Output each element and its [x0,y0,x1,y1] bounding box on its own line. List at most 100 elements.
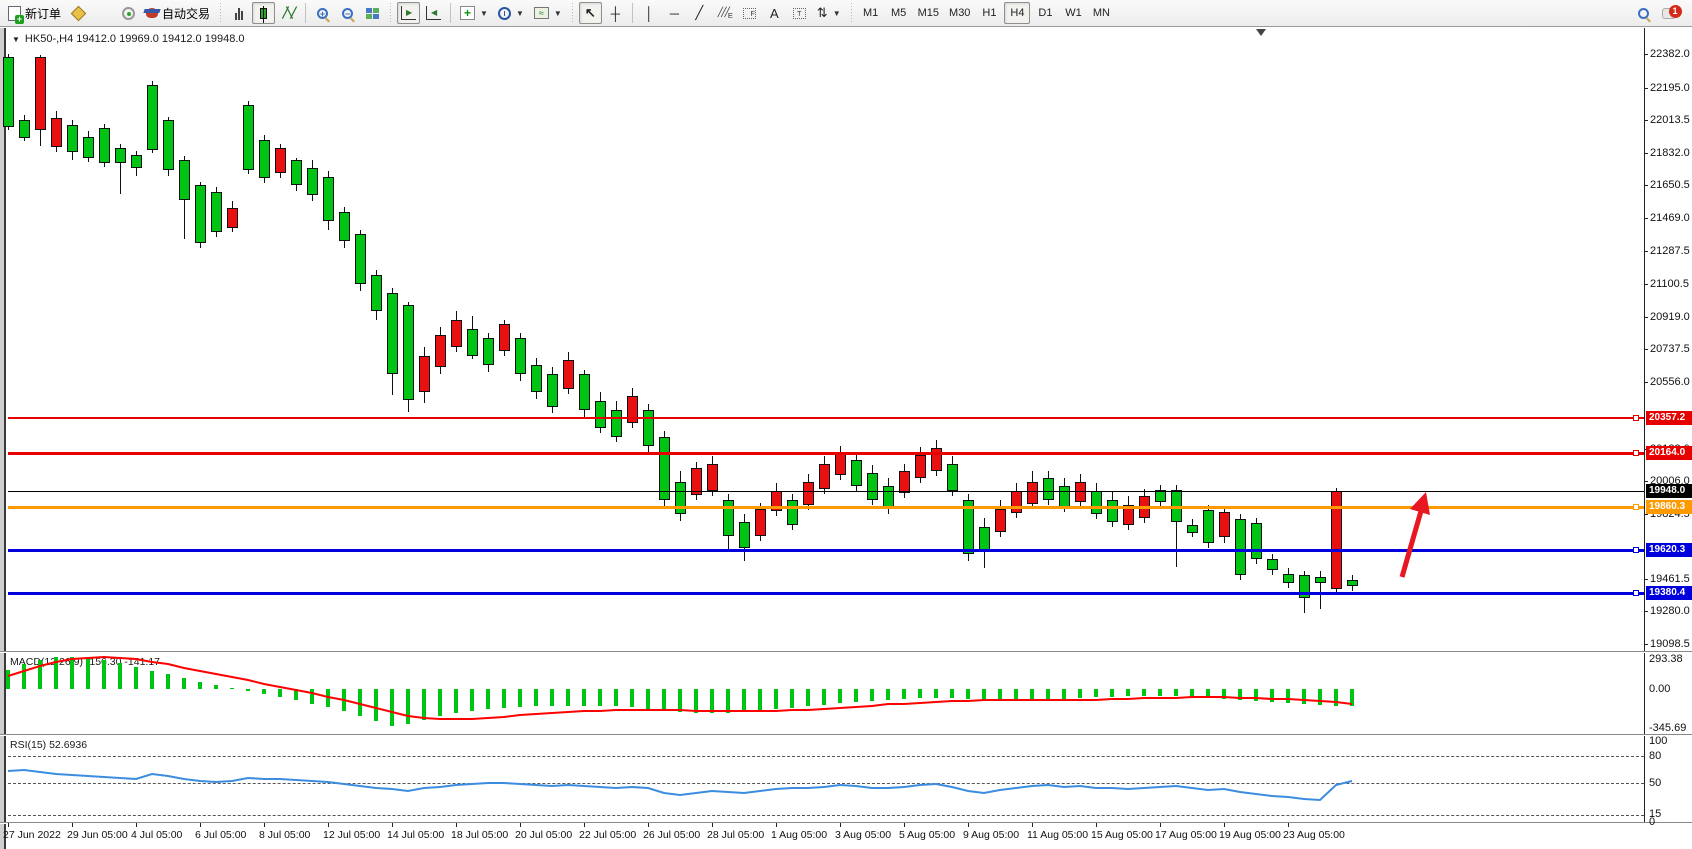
line-handle[interactable] [1633,504,1639,510]
tf-m5-button[interactable]: M5 [890,7,907,19]
line-handle[interactable] [1633,450,1639,456]
tf-m1-button[interactable]: M1 [862,7,879,19]
macd-histogram-bar [694,689,698,713]
macd-histogram-bar [134,667,138,689]
indicators-button[interactable]: + ▼ [456,2,492,24]
candlestick-icon [260,5,268,23]
tf-h4-button[interactable]: H4 [1004,2,1031,24]
candlestick-chart-button[interactable] [252,2,276,24]
horizontal-level-line[interactable] [8,549,1644,552]
tf-w1-button[interactable]: W1 [1065,7,1082,19]
price-tick-label: 22013.5 [1650,114,1690,126]
rsi-pane-separator[interactable] [0,734,1692,736]
rsi-tick: 80 [1649,750,1662,762]
macd-histogram-bar [278,689,282,697]
price-tick-label: 21832.0 [1650,147,1690,159]
date-tick-label: 1 Aug 05:00 [771,829,828,841]
templates-button[interactable]: ≈ ▼ [530,2,566,24]
candle [803,482,814,505]
macd-histogram-bar [614,689,618,706]
macd-histogram-bar [198,682,202,689]
chart-dropdown-icon[interactable]: ▼ [12,35,20,44]
text-button[interactable]: A [763,2,786,24]
autotrading-icon [143,8,161,18]
tf-m30-button[interactable]: M30 [949,7,971,19]
macd-histogram-bar [646,689,650,709]
date-tick-label: 17 Aug 05:00 [1155,829,1217,841]
candle-wick [120,144,121,194]
tile-windows-button[interactable] [361,2,384,24]
zoom-in-button[interactable]: + [311,2,334,24]
date-tick-mark [840,823,841,827]
horizontal-line-button[interactable]: ─ [663,2,686,24]
date-tick-label: 5 Aug 05:00 [899,829,956,841]
date-tick-label: 23 Aug 05:00 [1283,829,1345,841]
text-icon: A [769,5,779,21]
cursor-button[interactable]: ↖ [578,2,602,24]
template-icon: ≈ [533,7,549,19]
vertical-line-icon: │ [645,5,654,21]
chart-shift-button[interactable]: ◀ [422,2,445,24]
line-handle[interactable] [1633,590,1639,596]
horizontal-level-line[interactable] [8,452,1644,455]
periods-button[interactable]: ▼ [494,2,528,24]
search-button[interactable] [1632,2,1655,24]
macd-histogram-bar [598,689,602,706]
autotrading-button[interactable]: 自动交易 [142,2,214,24]
accounts-button[interactable] [92,2,115,24]
rsi-line [7,768,1353,802]
bucket-icon [70,5,87,21]
bar-chart-button[interactable] [227,2,250,24]
toolbar-separator [631,3,633,23]
candle [259,140,270,178]
tf-h1-button[interactable]: H1 [982,7,997,19]
macd-histogram-bar [1078,689,1082,698]
styles-button[interactable] [67,2,90,24]
trendline-button[interactable]: ╱ [688,2,711,24]
signals-button[interactable] [117,2,140,24]
line-handle[interactable] [1633,415,1639,421]
macd-histogram-bar [1318,689,1322,705]
candle [35,57,46,130]
horizontal-level-line[interactable] [8,592,1644,595]
crosshair-button[interactable]: ┼ [604,2,627,24]
horizontal-level-line[interactable] [8,417,1644,419]
line-handle[interactable] [1633,547,1639,553]
date-tick-label: 8 Jul 05:00 [259,829,311,841]
macd-histogram-bar [1238,689,1242,700]
chart-shift-marker-icon[interactable] [1256,29,1266,36]
notifications-button[interactable]: 1 [1657,2,1682,24]
date-tick-label: 15 Aug 05:00 [1091,829,1153,841]
date-tick-label: 4 Jul 05:00 [131,829,183,841]
horizontal-level-line[interactable] [8,491,1644,492]
text-label-button[interactable]: T [788,2,811,24]
fibonacci-button[interactable]: ╱╱╱E [713,2,736,24]
zoom-out-icon: − [342,7,354,19]
equidistant-channel-button[interactable]: F [738,2,761,24]
zoom-out-button[interactable]: − [336,2,359,24]
window-left-border [0,28,6,849]
line-chart-button[interactable]: ╱╲╱ [277,2,300,24]
tf-m15-button[interactable]: M15 [917,7,940,19]
macd-histogram-bar [790,689,794,708]
dropdown-arrow-icon: ▼ [515,8,524,18]
trendline-icon: ╱ [695,5,704,20]
text-label-icon: T [792,7,806,19]
price-tick-label: 20556.0 [1650,376,1690,388]
price-level-chip: 19860.3 [1646,500,1692,514]
date-tick-mark [136,823,137,827]
tf-d1-button[interactable]: D1 [1038,7,1053,19]
vertical-line-button[interactable]: │ [638,2,661,24]
chart-window[interactable]: ▼ HK50-,H4 19412.0 19969.0 19412.0 19948.… [0,28,1692,849]
dropdown-arrow-icon: ▼ [553,8,562,18]
macd-histogram-bar [1206,689,1210,698]
candle [963,500,974,554]
arrows-button[interactable]: ⇅ ▼ [813,2,845,24]
horizontal-level-line[interactable] [8,506,1644,509]
tf-mn-button[interactable]: MN [1092,7,1110,19]
macd-pane-separator[interactable] [0,651,1692,653]
auto-scroll-button[interactable]: ▶ [397,2,421,24]
price-tick-mark [1644,185,1648,186]
new-order-button[interactable]: + 新订单 [4,2,65,24]
macd-histogram-bar [1350,689,1354,706]
